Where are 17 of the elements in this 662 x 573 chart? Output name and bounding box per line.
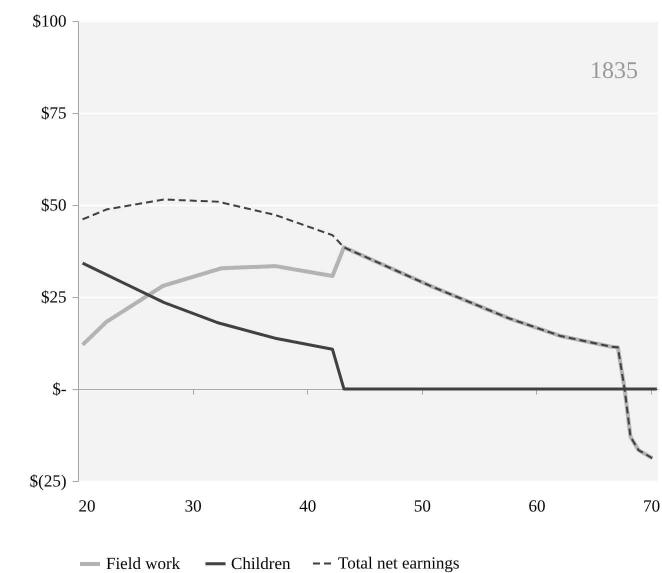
- y-tick-label: $-: [52, 380, 67, 398]
- y-tick-label: $(25): [30, 472, 66, 490]
- x-tick-label: 30: [184, 496, 202, 516]
- x-tick-label: 40: [299, 496, 316, 516]
- y-tick-label: $25: [41, 288, 66, 306]
- y-tick-label: $100: [32, 12, 66, 30]
- legend-label: Field work: [106, 554, 181, 573]
- legend-label: Children: [231, 554, 291, 573]
- x-tick-label: 70: [643, 496, 660, 516]
- y-tick-label: $75: [41, 104, 66, 122]
- x-tick-label: 20: [78, 496, 96, 516]
- y-tick-label: $50: [41, 196, 66, 214]
- x-tick-label: 60: [528, 496, 546, 516]
- line-series: [82, 198, 654, 460]
- legend-label: Total net earnings: [338, 554, 460, 572]
- annotation: 1835: [590, 58, 638, 84]
- x-tick-label: 50: [414, 496, 431, 516]
